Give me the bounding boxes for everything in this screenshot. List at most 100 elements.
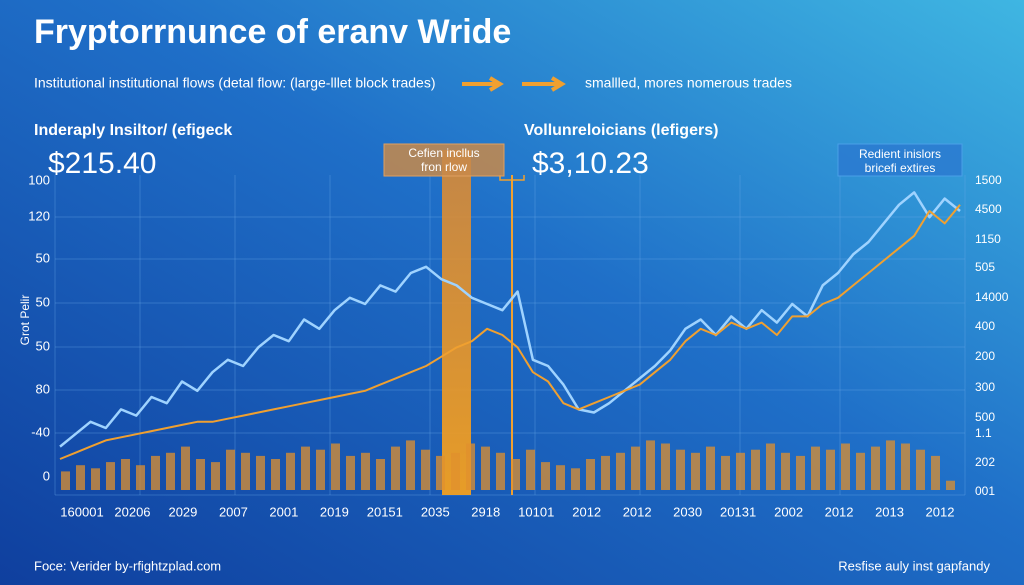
volume-bar (76, 465, 85, 490)
x-tick-label: 2013 (875, 504, 904, 519)
volume-bar (646, 440, 655, 490)
volume-bar (631, 446, 640, 490)
y2-axis-label: 1150 (975, 232, 1001, 246)
volume-bar (736, 452, 745, 490)
price: $215.40 (48, 147, 156, 180)
volume-bar (586, 459, 595, 490)
volume-bar (931, 455, 940, 490)
price-line (59, 191, 961, 448)
y2-axis-label: 300 (975, 380, 995, 394)
x-tick-label: 2035 (421, 504, 450, 519)
volume-bar (871, 446, 880, 490)
volume-bar (211, 462, 220, 490)
panel-label: Inderaply Insiltor/ (efigeck (34, 122, 232, 139)
x-tick-label: 2918 (471, 504, 500, 519)
x-tick-label: 2019 (320, 504, 349, 519)
volume-bar (841, 443, 850, 490)
volume-bar (241, 452, 250, 490)
price-line (59, 204, 961, 460)
y-axis-label: 50 (36, 250, 50, 265)
volume-bar (496, 452, 505, 490)
volume-bar (526, 449, 535, 490)
y-axis-label: 50 (36, 294, 50, 309)
arrow (462, 76, 504, 92)
volume-bar (946, 480, 955, 490)
volume-bar (331, 443, 340, 490)
volume-bar (706, 446, 715, 490)
price: $3,10.23 (532, 147, 649, 180)
volume-bar (916, 449, 925, 490)
volume-bar (256, 455, 265, 490)
annotation-box (383, 143, 505, 177)
volume-bar (346, 455, 355, 490)
volume-bar (571, 468, 580, 490)
x-tick-label: 20206 (114, 504, 150, 519)
volume-bar (886, 440, 895, 490)
y2-axis-label: 14000 (975, 290, 1009, 304)
y2-axis-label: 1.1 (975, 426, 992, 440)
volume-bar (796, 455, 805, 490)
y2-axis-label: 200 (975, 349, 995, 363)
x-tick-label: 10101 (518, 504, 554, 519)
x-tick-label: 2012 (825, 504, 854, 519)
x-tick-label: 20131 (720, 504, 756, 519)
subtitle: smallled, mores nomerous trades (585, 75, 792, 91)
volume-bar (421, 449, 430, 490)
y2-axis-label: 505 (975, 260, 995, 274)
volume-bar (106, 462, 115, 490)
y-axis-label: -40 (31, 424, 50, 439)
highlight-band (442, 150, 471, 495)
x-tick-label: 2012 (572, 504, 601, 519)
volume-bar (316, 449, 325, 490)
panel-label: Vollunreloicians (lefigers) (524, 122, 718, 139)
volume-bar (406, 440, 415, 490)
marker-bracket (499, 175, 525, 181)
volume-bar (856, 452, 865, 490)
volume-bar (466, 443, 475, 490)
y-axis-label: 50 (36, 338, 50, 353)
subtitle: Institutional institutional flows (detal… (34, 75, 436, 91)
volume-bar (376, 459, 385, 490)
volume-bar (166, 452, 175, 490)
y2-axis-label: 001 (975, 484, 995, 498)
volume-bar (541, 462, 550, 490)
volume-bar (286, 452, 295, 490)
volume-bar (781, 452, 790, 490)
grid (54, 175, 966, 496)
annotation-box (837, 143, 963, 177)
footer: Resfise auly inst gapfandy (838, 558, 990, 573)
x-tick-label: 2030 (673, 504, 702, 519)
volume-bar (481, 446, 490, 490)
x-tick-label: 2012 (926, 504, 955, 519)
volume-bar (661, 443, 670, 490)
volume-bar (721, 455, 730, 490)
volume-bar (301, 446, 310, 490)
annotation: Redient inislors (859, 147, 941, 161)
x-tick-label: 2007 (219, 504, 248, 519)
volume-bar (271, 459, 280, 490)
annotation: Cefien incllus (408, 146, 479, 160)
y2-axis-label: 1500 (975, 173, 1002, 187)
y2-axis-label: 500 (975, 410, 995, 424)
volume-bar (451, 452, 460, 490)
annotation: fron rlow (421, 160, 467, 174)
y-axis-label: 0 (43, 468, 50, 483)
volume-bar (811, 446, 820, 490)
volume-bar (196, 459, 205, 490)
volume-bar (616, 452, 625, 490)
x-tick-label: 20151 (367, 504, 403, 519)
x-tick-label: 2012 (623, 504, 652, 519)
volume-bar (121, 459, 130, 490)
chart-title: Fryptorrnunce of eranv Wride (34, 13, 511, 51)
volume-bar (391, 446, 400, 490)
volume-bar (181, 446, 190, 490)
volume-bar (766, 443, 775, 490)
volume-bar (751, 449, 760, 490)
volume-bar (91, 468, 100, 490)
volume-bar (436, 455, 445, 490)
volume-bar (901, 443, 910, 490)
y2-axis-label: 4500 (975, 202, 1002, 216)
y-axis-label: 120 (28, 208, 50, 223)
volume-bar (691, 452, 700, 490)
